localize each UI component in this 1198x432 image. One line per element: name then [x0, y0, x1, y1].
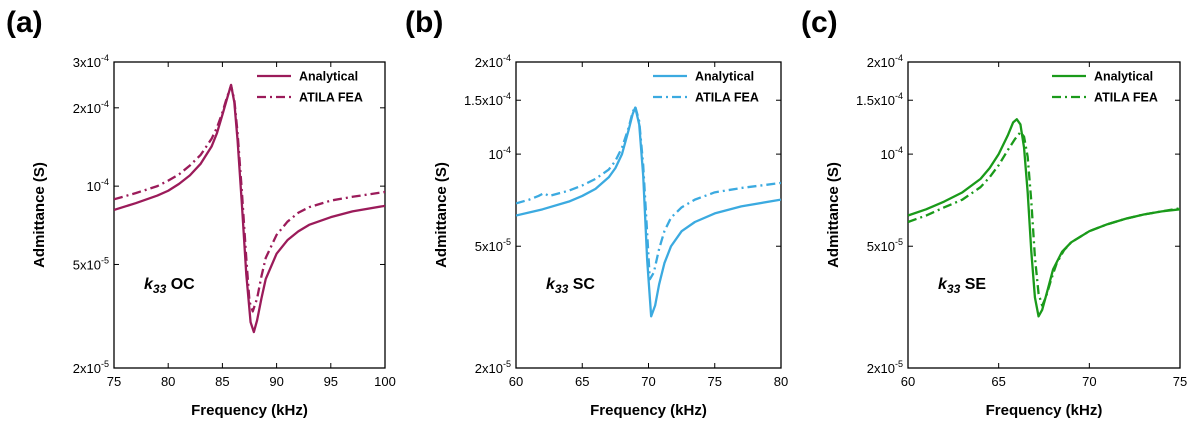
y-tick-base: 5x10	[475, 239, 503, 254]
y-tick-label: 2x10-5	[867, 359, 903, 376]
x-tick-label: 65	[575, 374, 589, 389]
annotation-symbol: k	[938, 276, 948, 293]
y-tick-label: 2x10-4	[475, 53, 511, 70]
x-axis-label: Frequency (kHz)	[590, 402, 707, 419]
y-tick-base: 5x10	[73, 257, 101, 272]
mode-annotation: k33 SE	[938, 276, 986, 296]
y-tick-label: 1.5x10-4	[464, 91, 511, 108]
legend-label: ATILA FEA	[1094, 91, 1158, 105]
annotation-symbol: k	[546, 276, 556, 293]
x-axis-label: Frequency (kHz)	[191, 402, 308, 419]
y-tick-exponent: -4	[101, 53, 109, 63]
y-tick-exponent: -4	[895, 91, 903, 101]
x-tick-label: 70	[641, 374, 655, 389]
y-tick-base: 5x10	[867, 239, 895, 254]
x-tick-label: 95	[324, 374, 338, 389]
plot-frame	[113, 61, 386, 369]
annotation-symbol: k	[144, 276, 154, 293]
y-tick-label: 3x10-4	[73, 53, 109, 70]
mode-annotation: k33 OC	[144, 276, 195, 296]
y-tick-base: 3x10	[73, 55, 101, 70]
y-tick-exponent: -4	[503, 91, 511, 101]
series-line-analytical	[908, 118, 1180, 318]
panel-label: (a)	[6, 6, 43, 39]
y-tick-label: 2x10-4	[867, 53, 903, 70]
y-tick-base: 1.5x10	[464, 93, 503, 108]
y-tick-base: 10	[87, 179, 101, 194]
y-tick-label: 2x10-4	[73, 99, 109, 116]
chart-panel-2: (b)60 65 70 75 802x10-55x10-510-41.5x10-42x1…	[405, 6, 788, 419]
plot-frame	[515, 61, 782, 369]
y-axis-label: Admittance (S)	[825, 162, 842, 268]
y-tick-exponent: -4	[101, 99, 109, 109]
y-tick-base: 2x10	[867, 55, 895, 70]
y-tick-base: 2x10	[867, 361, 895, 376]
x-axis-label: Frequency (kHz)	[986, 402, 1103, 419]
annotation-mode: SC	[568, 276, 595, 293]
y-tick-exponent: -5	[503, 237, 511, 247]
y-tick-exponent: -5	[895, 359, 903, 369]
x-tick-label: 90	[269, 374, 283, 389]
legend-label: ATILA FEA	[299, 91, 363, 105]
y-tick-label: 2x10-5	[475, 359, 511, 376]
y-tick-base: 2x10	[475, 55, 503, 70]
x-tick-label: 75	[107, 374, 121, 389]
y-axis-label: Admittance (S)	[31, 162, 48, 268]
series-line-atila-fea	[114, 84, 385, 313]
y-tick-base: 2x10	[73, 361, 101, 376]
y-tick-base: 10	[881, 147, 895, 162]
panel-label: (b)	[405, 6, 443, 39]
y-tick-base: 2x10	[475, 361, 503, 376]
legend-label: Analytical	[1094, 70, 1153, 84]
y-tick-exponent: -4	[101, 177, 109, 187]
annotation-subscript: 33	[947, 282, 961, 296]
y-tick-exponent: -4	[895, 145, 903, 155]
legend-label: ATILA FEA	[695, 91, 759, 105]
y-tick-exponent: -5	[503, 359, 511, 369]
y-tick-exponent: -4	[895, 53, 903, 63]
legend-label: Analytical	[695, 70, 754, 84]
x-tick-label: 65	[991, 374, 1005, 389]
chart-panel-1: (a)75 80 85 90 95 1002x10-55x10-510-42x10-43x…	[6, 6, 396, 419]
x-tick-label: 100	[374, 374, 396, 389]
chart-panel-3: (c)60 65 70 752x10-55x10-510-41.5x10-42x10-…	[801, 6, 1187, 419]
y-tick-exponent: -4	[503, 145, 511, 155]
y-tick-label: 5x10-5	[475, 237, 511, 254]
series-line-atila-fea	[908, 130, 1180, 307]
y-tick-exponent: -5	[101, 255, 109, 265]
x-tick-label: 60	[509, 374, 523, 389]
annotation-subscript: 33	[153, 282, 167, 296]
annotation-subscript: 33	[555, 282, 569, 296]
annotation-mode: SE	[960, 276, 986, 293]
x-tick-label: 75	[1173, 374, 1187, 389]
y-tick-label: 10-4	[489, 145, 511, 162]
y-tick-label: 5x10-5	[73, 255, 109, 272]
y-tick-label: 5x10-5	[867, 237, 903, 254]
x-tick-label: 85	[215, 374, 229, 389]
legend-label: Analytical	[299, 70, 358, 84]
y-tick-base: 1.5x10	[856, 93, 895, 108]
x-tick-label: 80	[161, 374, 175, 389]
series-line-atila-fea	[516, 105, 781, 281]
x-tick-label: 60	[901, 374, 915, 389]
y-axis-label: Admittance (S)	[433, 162, 450, 268]
x-tick-label: 80	[774, 374, 788, 389]
panel-label: (c)	[801, 6, 838, 39]
y-tick-label: 10-4	[881, 145, 903, 162]
annotation-mode: OC	[166, 276, 195, 293]
mode-annotation: k33 SC	[546, 276, 595, 296]
y-tick-base: 10	[489, 147, 503, 162]
y-tick-exponent: -5	[895, 237, 903, 247]
x-tick-label: 75	[708, 374, 722, 389]
y-tick-label: 2x10-5	[73, 359, 109, 376]
y-tick-base: 2x10	[73, 101, 101, 116]
y-tick-label: 10-4	[87, 177, 109, 194]
x-tick-label: 70	[1082, 374, 1096, 389]
y-tick-exponent: -5	[101, 359, 109, 369]
series-line-analytical	[114, 83, 385, 334]
y-tick-label: 1.5x10-4	[856, 91, 903, 108]
y-tick-exponent: -4	[503, 53, 511, 63]
